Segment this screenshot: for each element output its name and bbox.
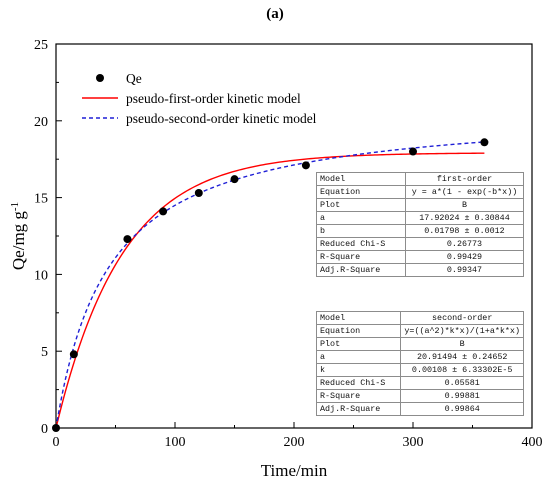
x-tick-label: 200: [284, 435, 305, 450]
panel-label: (a): [266, 6, 284, 22]
y-tick-label: 10: [34, 268, 48, 283]
fit-table-key: Adj.R-Square: [316, 263, 406, 277]
fit-table-key: Plot: [316, 198, 406, 212]
fit-table-value: 0.00108 ± 6.33302E-5: [400, 363, 524, 377]
fit-table-row: k 0.00108 ± 6.33302E-5: [315, 363, 524, 377]
data-point: [480, 138, 489, 147]
legend-marker-qe: [96, 74, 104, 82]
fit-table-key: a: [315, 350, 402, 364]
fit-table-row: b 0.01798 ± 0.0012: [316, 224, 524, 238]
fit-table-key: Adj.R-Square: [315, 402, 402, 416]
fit-table-value: 0.26773: [405, 237, 524, 251]
fit-table-value: y = a*(1 - exp(-b*x)): [405, 185, 524, 199]
fit-table-value: 17.92024 ± 0.30844: [405, 211, 524, 225]
fit-table-row: Adj.R-Square 0.99347: [316, 263, 524, 277]
y-tick-label: 20: [34, 115, 48, 130]
fit-table-value: first-order: [405, 172, 524, 186]
fit-table-value: 0.99864: [400, 402, 524, 416]
y-tick-label: 5: [41, 345, 48, 360]
fit-table-key: Reduced Chi-S: [316, 237, 406, 251]
fit-table-value: B: [400, 337, 524, 351]
fit-table-row: Model second-order: [315, 311, 524, 325]
fit-table-value: B: [405, 198, 524, 212]
y-tick-label: 0: [41, 422, 48, 437]
x-tick-label: 400: [522, 435, 543, 450]
fit-table-value: 0.99881: [400, 389, 524, 403]
fit-table-row: Plot B: [316, 198, 524, 212]
fit-table-row: Adj.R-Square 0.99864: [315, 402, 524, 416]
fit-table-key: Equation: [316, 185, 406, 199]
y-tick-label: 25: [34, 38, 48, 53]
legend-label-qe: Qe: [126, 71, 142, 86]
fit-table-key: a: [316, 211, 406, 225]
fit-table-key: R-Square: [316, 250, 406, 264]
fit-table-key: Plot: [315, 337, 402, 351]
fit-table-row: Equation y = a*(1 - exp(-b*x)): [316, 185, 524, 199]
y-tick-label: 15: [34, 192, 48, 207]
fit-table-row: R-Square 0.99429: [316, 250, 524, 264]
fit-table-row: a 20.91494 ± 0.24652: [315, 350, 524, 364]
data-point: [52, 424, 60, 432]
data-point: [230, 175, 239, 184]
fit-table-key: b: [316, 224, 406, 238]
data-point: [69, 350, 78, 359]
data-point: [194, 188, 203, 197]
fit-table-key: k: [315, 363, 402, 377]
fit-table-value: 0.99429: [405, 250, 524, 264]
fit-table-value: second-order: [400, 311, 524, 325]
first-order-fit-table: Model first-order Equation y = a*(1 - exp(-…: [316, 172, 524, 277]
data-point: [159, 207, 168, 216]
second-order-fit-table: Model second-order Equation y=((a^2)*k*x)/(…: [315, 311, 524, 416]
data-point: [301, 161, 310, 170]
x-tick-label: 300: [403, 435, 424, 450]
y-axis-title: Qe/mg g-1: [9, 202, 28, 270]
fit-table-row: a 17.92024 ± 0.30844: [316, 211, 524, 225]
fit-table-row: Equation y=((a^2)*k*x)/(1+a*k*x): [315, 324, 524, 338]
fit-table-value: y=((a^2)*k*x)/(1+a*k*x): [400, 324, 524, 338]
fit-table-key: Model: [315, 311, 402, 325]
fit-table-row: Reduced Chi-S 0.05581: [315, 376, 524, 390]
fit-table-row: Model first-order: [316, 172, 524, 186]
x-tick-label: 0: [53, 435, 60, 450]
x-tick-label: 100: [165, 435, 186, 450]
fit-table-row: R-Square 0.99881: [315, 389, 524, 403]
fit-table-key: Equation: [315, 324, 402, 338]
legend-label-first-order: pseudo-first-order kinetic model: [126, 91, 301, 106]
fit-table-row: Plot B: [315, 337, 524, 351]
fit-table-key: R-Square: [315, 389, 402, 403]
fit-table-value: 0.05581: [400, 376, 524, 390]
fit-table-value: 0.01798 ± 0.0012: [405, 224, 524, 238]
fit-table-value: 20.91494 ± 0.24652: [400, 350, 524, 364]
x-axis-title: Time/min: [261, 461, 328, 480]
fit-table-key: Model: [316, 172, 406, 186]
fit-table-row: Reduced Chi-S 0.26773: [316, 237, 524, 251]
fit-table-value: 0.99347: [405, 263, 524, 277]
fit-table-key: Reduced Chi-S: [315, 376, 402, 390]
legend-label-second-order: pseudo-second-order kinetic model: [126, 111, 317, 126]
data-point: [409, 147, 417, 156]
data-point: [123, 235, 132, 244]
